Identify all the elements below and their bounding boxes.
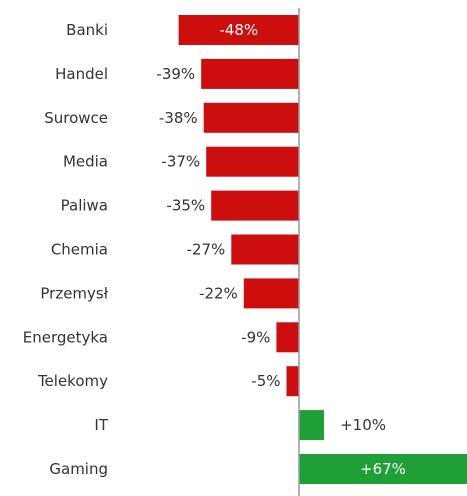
category-label: Energetyka — [23, 328, 108, 346]
bar — [206, 146, 299, 177]
bar — [299, 410, 325, 441]
bar — [201, 58, 299, 89]
category-label: IT — [94, 416, 108, 434]
category-label: Paliwa — [61, 197, 108, 215]
category-label: Telekomy — [37, 372, 108, 390]
category-label: Surowce — [44, 109, 108, 127]
value-label: -35% — [166, 197, 205, 215]
bar — [299, 454, 467, 484]
bar — [276, 322, 299, 353]
category-label: Handel — [55, 65, 108, 83]
bar — [243, 278, 299, 309]
bar — [211, 190, 299, 221]
value-label: -22% — [199, 284, 238, 302]
value-label: -48% — [219, 21, 258, 39]
value-label: -37% — [161, 153, 200, 171]
value-label: +10% — [340, 416, 386, 434]
value-label: -5% — [251, 372, 280, 390]
bar — [178, 15, 299, 45]
category-label: Media — [63, 153, 108, 171]
bar — [231, 234, 299, 265]
value-label: -9% — [241, 328, 270, 346]
value-label: -39% — [156, 65, 195, 83]
bar — [203, 102, 299, 133]
bar — [286, 366, 299, 397]
value-label: -38% — [159, 109, 198, 127]
category-label: Banki — [66, 21, 108, 39]
category-label: Przemysł — [40, 284, 108, 302]
value-label: -27% — [187, 241, 226, 259]
value-label: +67% — [360, 460, 406, 478]
category-label: Gaming — [49, 460, 108, 478]
category-label: Chemia — [51, 241, 108, 259]
